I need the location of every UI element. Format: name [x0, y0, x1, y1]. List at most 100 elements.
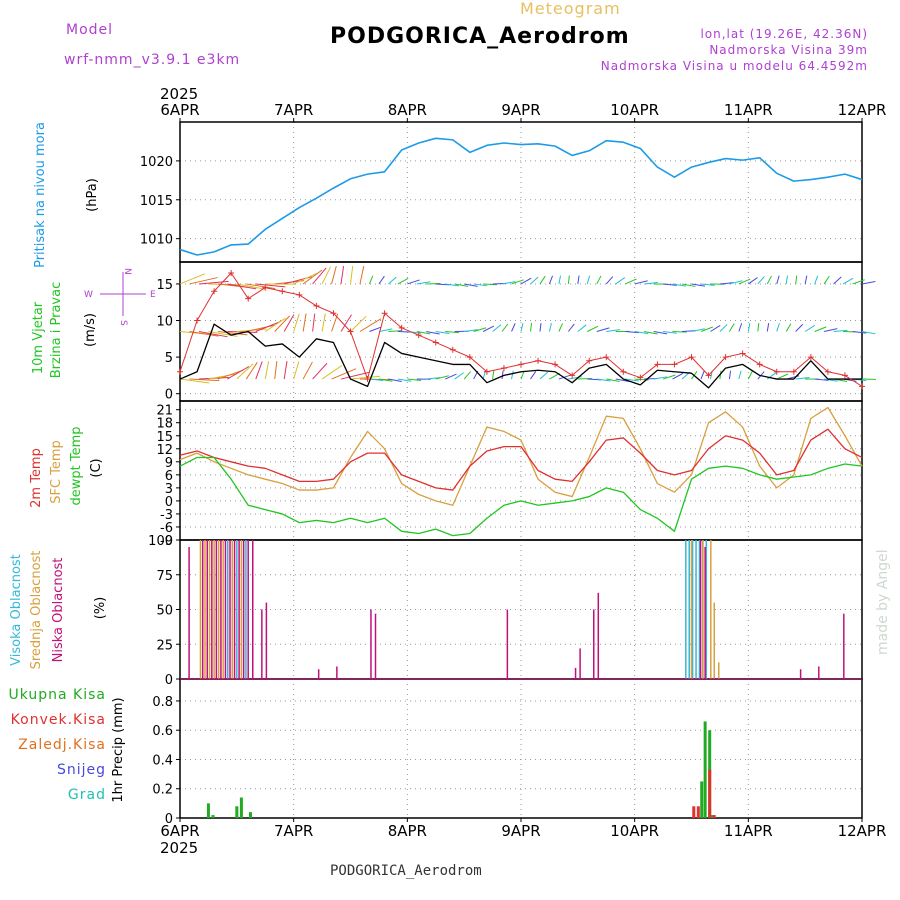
wind-arrow	[331, 368, 357, 380]
cloud-ylabel: (%)	[93, 597, 108, 620]
wind-arrow	[710, 325, 721, 332]
gust-marker	[756, 361, 763, 368]
y-tick-label: 15	[156, 430, 173, 445]
y-tick-label: 75	[156, 569, 173, 584]
gust-marker	[620, 368, 627, 375]
wind-arrow	[700, 370, 705, 380]
y-tick-label: 0	[165, 495, 173, 510]
wind-arrow	[236, 363, 254, 380]
y-tick-label: 0.8	[152, 695, 173, 710]
y-tick-label: -9	[160, 534, 173, 549]
wind-arrow	[454, 372, 464, 380]
wind-arrow	[208, 331, 238, 337]
wind-arrow	[246, 283, 276, 290]
wind-arrow	[274, 361, 278, 380]
wind-arrow	[227, 283, 257, 290]
temp-ylabel: (C)	[89, 458, 104, 477]
wind-arrow	[378, 328, 393, 332]
gust-marker	[535, 357, 542, 364]
compass-w: W	[84, 290, 93, 300]
gust-marker	[432, 339, 439, 346]
wind-arrow	[388, 330, 403, 332]
wind-arrow	[748, 277, 758, 285]
pressure-title: Pritisak na nivou mora	[33, 122, 48, 268]
wind-arrow	[482, 325, 495, 332]
pressure-line	[179, 137, 863, 256]
wind-arrow	[321, 266, 332, 285]
wind-arrow	[511, 279, 524, 285]
x-date-label-top: 7APR	[274, 101, 313, 119]
sfc-temp-line	[179, 406, 863, 506]
wind-arrow	[615, 277, 626, 285]
y-tick-label: 1020	[140, 155, 173, 170]
model-value: wrf-nmm_v3.9.1 e3km	[64, 52, 240, 68]
wind-arrow	[501, 323, 509, 332]
y-tick-label: 12	[156, 443, 173, 458]
wind-arrow	[757, 323, 760, 332]
y-tick-label: 3	[165, 482, 173, 497]
gust-marker	[228, 269, 235, 276]
y-tick-label: 5	[165, 351, 173, 366]
wind-arrow	[587, 325, 599, 332]
wind-arrow	[766, 323, 770, 332]
wind-arrow	[691, 328, 705, 332]
gust-marker	[705, 372, 712, 379]
wind-arrow	[558, 275, 562, 285]
gust-marker	[807, 354, 814, 361]
gust-marker	[688, 354, 695, 361]
temp2m-title: 2m Temp	[29, 448, 44, 508]
wind-arrow	[293, 313, 300, 332]
wind-arrow	[738, 370, 742, 380]
y-tick-label: 100	[148, 534, 173, 549]
wind-arrow	[435, 331, 450, 335]
wind-arrow	[331, 266, 337, 285]
wind-arrow	[397, 378, 412, 382]
wind-arrow	[520, 277, 532, 285]
wind-arrow	[397, 277, 409, 285]
year-label-bottom: 2025	[160, 839, 198, 857]
wind-arrow	[766, 275, 772, 285]
wind-arrow	[255, 361, 263, 380]
gust-marker	[262, 284, 269, 291]
gust-marker	[279, 288, 286, 295]
wind-arrow	[738, 278, 751, 285]
wind-arrow	[407, 279, 420, 285]
model-elevation-text: Nadmorska Visina u modelu 64.4592m	[601, 59, 868, 73]
gust-marker	[841, 372, 848, 379]
wind-arrow	[624, 278, 637, 285]
wind-arrow	[529, 323, 533, 332]
wind-arrow	[539, 323, 542, 332]
wind-arrow	[634, 280, 648, 285]
wind-arrow	[293, 361, 300, 380]
wind-arrow	[511, 323, 516, 332]
conv-rain-bar	[712, 815, 716, 818]
wind-arrow	[596, 327, 610, 332]
wind-arrow	[795, 377, 810, 380]
wind-arrow	[227, 366, 250, 380]
wind-arrow	[359, 265, 365, 285]
wind-arrow	[283, 361, 288, 380]
wind-arrow	[728, 370, 732, 380]
total-rain-bar	[700, 781, 704, 818]
gust-marker	[824, 368, 831, 375]
wind-arrow	[539, 371, 549, 380]
wind-arrow	[208, 373, 238, 380]
wind-arrow	[198, 280, 229, 285]
wind-arrow	[501, 281, 516, 285]
x-date-label-top: 9APR	[501, 101, 540, 119]
wind-arrow	[804, 324, 815, 332]
wind-arrow	[672, 372, 684, 380]
gust-marker	[313, 302, 320, 309]
y-tick-label: -3	[160, 508, 173, 523]
wind-arrow	[530, 371, 537, 380]
wind-arrow	[302, 269, 323, 285]
wind-arrow	[473, 283, 488, 287]
wind-speed-line	[179, 323, 862, 389]
mid-cloud-title: Srednja Oblacnost	[29, 551, 44, 670]
compass-n: N	[122, 268, 132, 275]
dewpoint-line	[179, 456, 863, 537]
wind-arrow	[378, 275, 385, 285]
wind-arrow	[719, 282, 734, 285]
wind-arrow	[302, 313, 307, 332]
high-cloud-title: Visoka Oblacnost	[9, 554, 24, 666]
